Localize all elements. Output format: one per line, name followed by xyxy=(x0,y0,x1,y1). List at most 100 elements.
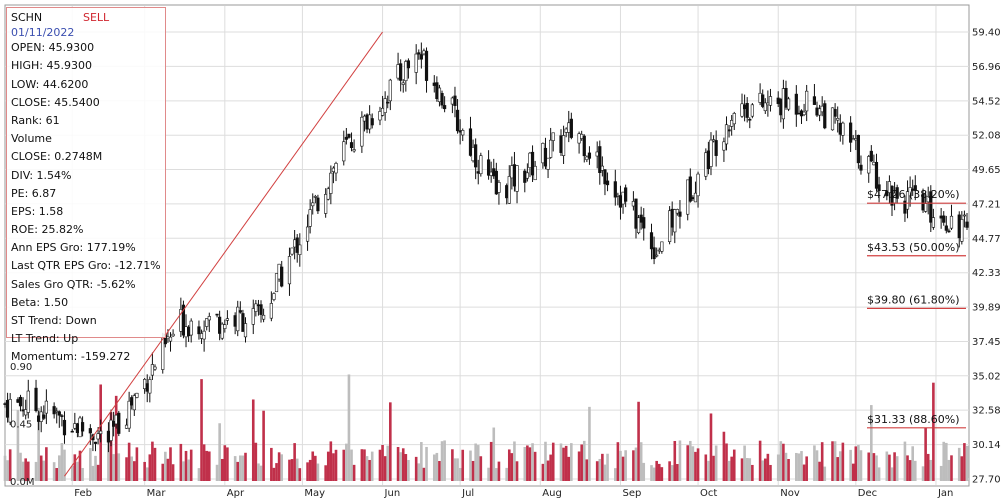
candle-body xyxy=(383,98,387,113)
volume-bar xyxy=(166,458,170,481)
volume-bar xyxy=(251,399,255,481)
candle-body xyxy=(939,215,943,219)
volume-bar xyxy=(94,455,97,481)
volume-close: CLOSE: 0.2748M xyxy=(11,150,103,164)
candle-body xyxy=(569,118,573,138)
volume-bar xyxy=(585,459,589,481)
volume-bar xyxy=(407,460,410,481)
volume-bar xyxy=(639,442,643,481)
volume-bar xyxy=(42,460,46,481)
volume-bar xyxy=(582,440,586,481)
volume-bar xyxy=(425,446,428,481)
candle-body xyxy=(595,151,599,157)
candle-body xyxy=(419,54,423,60)
candle-body xyxy=(370,118,374,126)
candle-body xyxy=(455,109,460,132)
candle-body xyxy=(272,293,276,300)
signal-label: SELL xyxy=(83,11,110,24)
candle-body xyxy=(474,144,478,168)
candle-body xyxy=(259,304,263,315)
stat-div: DIV: 1.54% xyxy=(11,168,72,182)
candle-body xyxy=(486,159,491,176)
volume-bar xyxy=(207,451,211,481)
volume-bar xyxy=(932,382,935,481)
volume-bar xyxy=(929,459,933,481)
candle-body xyxy=(758,92,762,103)
volume-bar xyxy=(3,455,7,481)
candle-body xyxy=(856,134,860,164)
candle-body xyxy=(3,403,7,405)
candle-body xyxy=(311,202,315,207)
volume-bar xyxy=(308,459,312,481)
candle-body xyxy=(704,152,708,177)
candle-body xyxy=(530,151,535,176)
volume-bar xyxy=(763,458,767,481)
candle-body xyxy=(668,210,672,242)
volume-bar xyxy=(730,456,733,481)
volume-bar xyxy=(135,447,139,481)
candle-body xyxy=(582,135,586,157)
price-axis: 59.40 56.96 54.52 52.08 49.65 47.21 44.77 42.33… xyxy=(972,28,1001,486)
volume-bar xyxy=(189,449,193,481)
volume-bar xyxy=(888,454,891,481)
volume-bar xyxy=(414,456,418,481)
candle-body xyxy=(802,111,806,116)
candle-body xyxy=(202,330,206,340)
volume-bar xyxy=(37,407,40,481)
stat-roe: ROE: 25.82% xyxy=(11,223,84,237)
volume-bar xyxy=(670,465,674,481)
volume-bar xyxy=(505,467,508,481)
candle-body xyxy=(52,406,56,415)
candle-body xyxy=(199,333,204,339)
volume-bar xyxy=(125,457,128,481)
volume-bar xyxy=(748,458,752,481)
candle-body xyxy=(262,314,266,320)
candle-body xyxy=(153,366,157,370)
volume-bar xyxy=(19,452,22,481)
candle-body xyxy=(80,422,85,432)
volume-bar xyxy=(603,464,607,481)
volume-bar xyxy=(784,452,788,481)
candle-body xyxy=(877,184,881,191)
candle-body xyxy=(298,244,302,255)
candle-body xyxy=(872,161,876,166)
volume-bar xyxy=(117,453,121,481)
volume-bar xyxy=(960,456,964,481)
candle-body xyxy=(541,143,545,164)
volume-bar xyxy=(712,455,715,481)
volume-bar xyxy=(396,447,400,481)
volume-bar xyxy=(758,440,762,481)
volume-bar xyxy=(510,453,514,481)
candle-body xyxy=(417,52,421,55)
volume-bar xyxy=(833,441,837,481)
volume-bar xyxy=(471,460,475,481)
candle-body xyxy=(830,107,835,131)
candle-body xyxy=(223,324,227,329)
candle-body xyxy=(197,326,201,335)
candle-body xyxy=(605,180,610,186)
candle-body xyxy=(965,221,969,228)
volume-bar xyxy=(820,442,824,481)
candle-body xyxy=(215,313,219,316)
volume-bar xyxy=(903,441,907,481)
candle-body xyxy=(274,273,279,293)
volume-bar xyxy=(815,450,819,481)
volume-bar xyxy=(218,423,221,481)
volume-bar xyxy=(619,450,622,481)
volume-bar xyxy=(707,460,710,481)
volume-bar xyxy=(761,460,765,481)
candle-body xyxy=(655,254,659,257)
candle-body xyxy=(714,140,718,156)
candle-body xyxy=(784,87,788,108)
volume-bar xyxy=(401,448,405,481)
volume-bar xyxy=(378,449,382,481)
candle-body xyxy=(220,323,224,339)
candle-body xyxy=(305,226,310,242)
volume-bar xyxy=(381,444,384,481)
volume-bar xyxy=(650,465,653,481)
volume-bar xyxy=(383,456,387,481)
volume-bar xyxy=(870,405,873,481)
volume-bar xyxy=(60,443,64,481)
volume-bar xyxy=(836,457,839,481)
candle-body xyxy=(642,217,646,229)
